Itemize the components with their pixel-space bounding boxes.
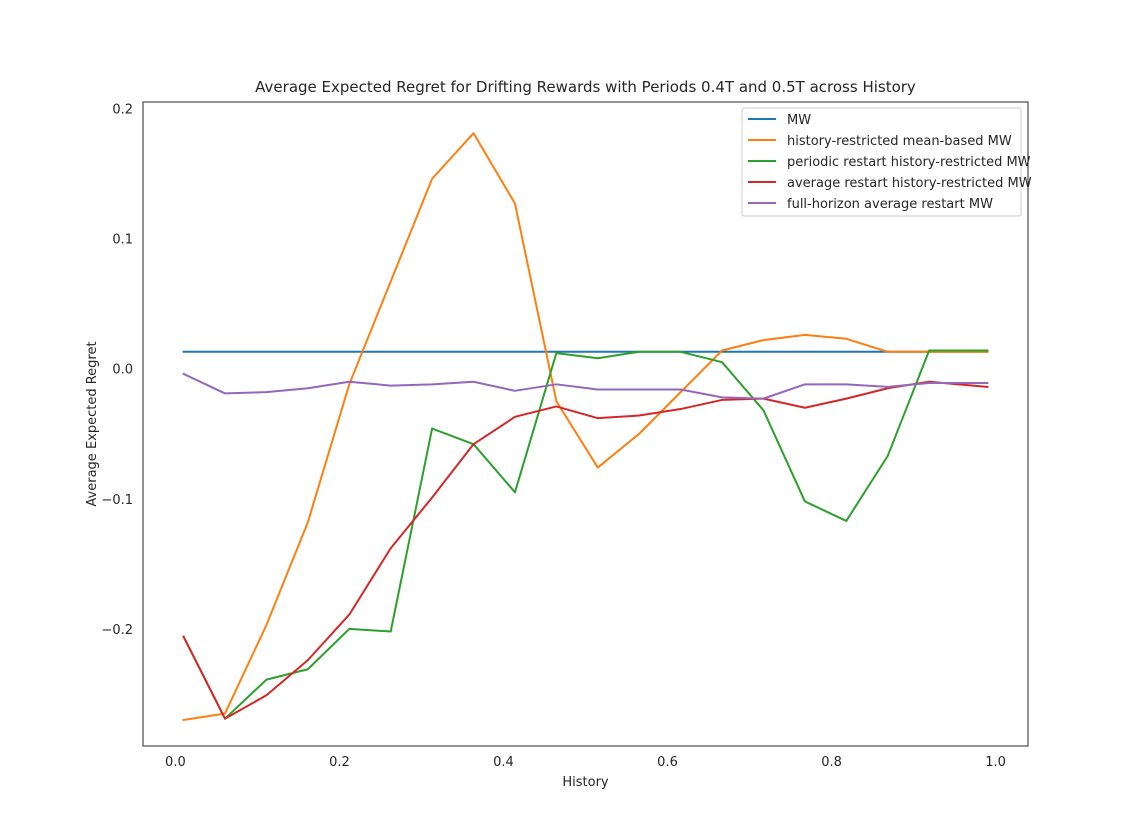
y-tick-label: −0.2 bbox=[101, 623, 133, 638]
legend-entry-2: history-restricted mean-based MW bbox=[787, 134, 1012, 149]
legend-entry-5: full-horizon average restart MW bbox=[787, 197, 993, 212]
y-tick-label: 0.0 bbox=[112, 363, 133, 378]
x-tick-label: 0.4 bbox=[493, 755, 514, 770]
y-axis: −0.2 −0.1 0.0 0.1 0.2 bbox=[101, 103, 133, 638]
series-line-4 bbox=[182, 380, 989, 720]
legend-entry-4: average restart history-restricted MW bbox=[787, 176, 1032, 191]
x-tick-label: 0.2 bbox=[329, 755, 350, 770]
y-axis-label: Average Expected Regret bbox=[85, 341, 100, 506]
y-tick-label: 0.1 bbox=[112, 233, 133, 248]
series-line-2 bbox=[182, 132, 989, 722]
legend-entry-3: periodic restart history-restricted MW bbox=[787, 155, 1031, 170]
x-tick-label: 0.6 bbox=[657, 755, 678, 770]
series-layer bbox=[182, 132, 989, 722]
x-axis-label: History bbox=[562, 775, 609, 790]
x-axis: 0.0 0.2 0.4 0.6 0.8 1.0 bbox=[165, 755, 1006, 770]
y-tick-label: −0.1 bbox=[101, 493, 133, 508]
legend: MW history-restricted mean-based MW period… bbox=[741, 107, 1032, 217]
y-tick-label: 0.2 bbox=[112, 103, 133, 118]
chart-title: Average Expected Regret for Drifting Rew… bbox=[255, 78, 916, 96]
legend-frame bbox=[741, 107, 1022, 217]
x-tick-label: 0.0 bbox=[165, 755, 186, 770]
legend-entry-1: MW bbox=[787, 113, 811, 128]
plot-frame bbox=[142, 101, 1029, 747]
series-line-3 bbox=[182, 349, 989, 720]
x-tick-label: 0.8 bbox=[821, 755, 842, 770]
x-tick-label: 1.0 bbox=[985, 755, 1006, 770]
series-line-5 bbox=[182, 372, 989, 400]
